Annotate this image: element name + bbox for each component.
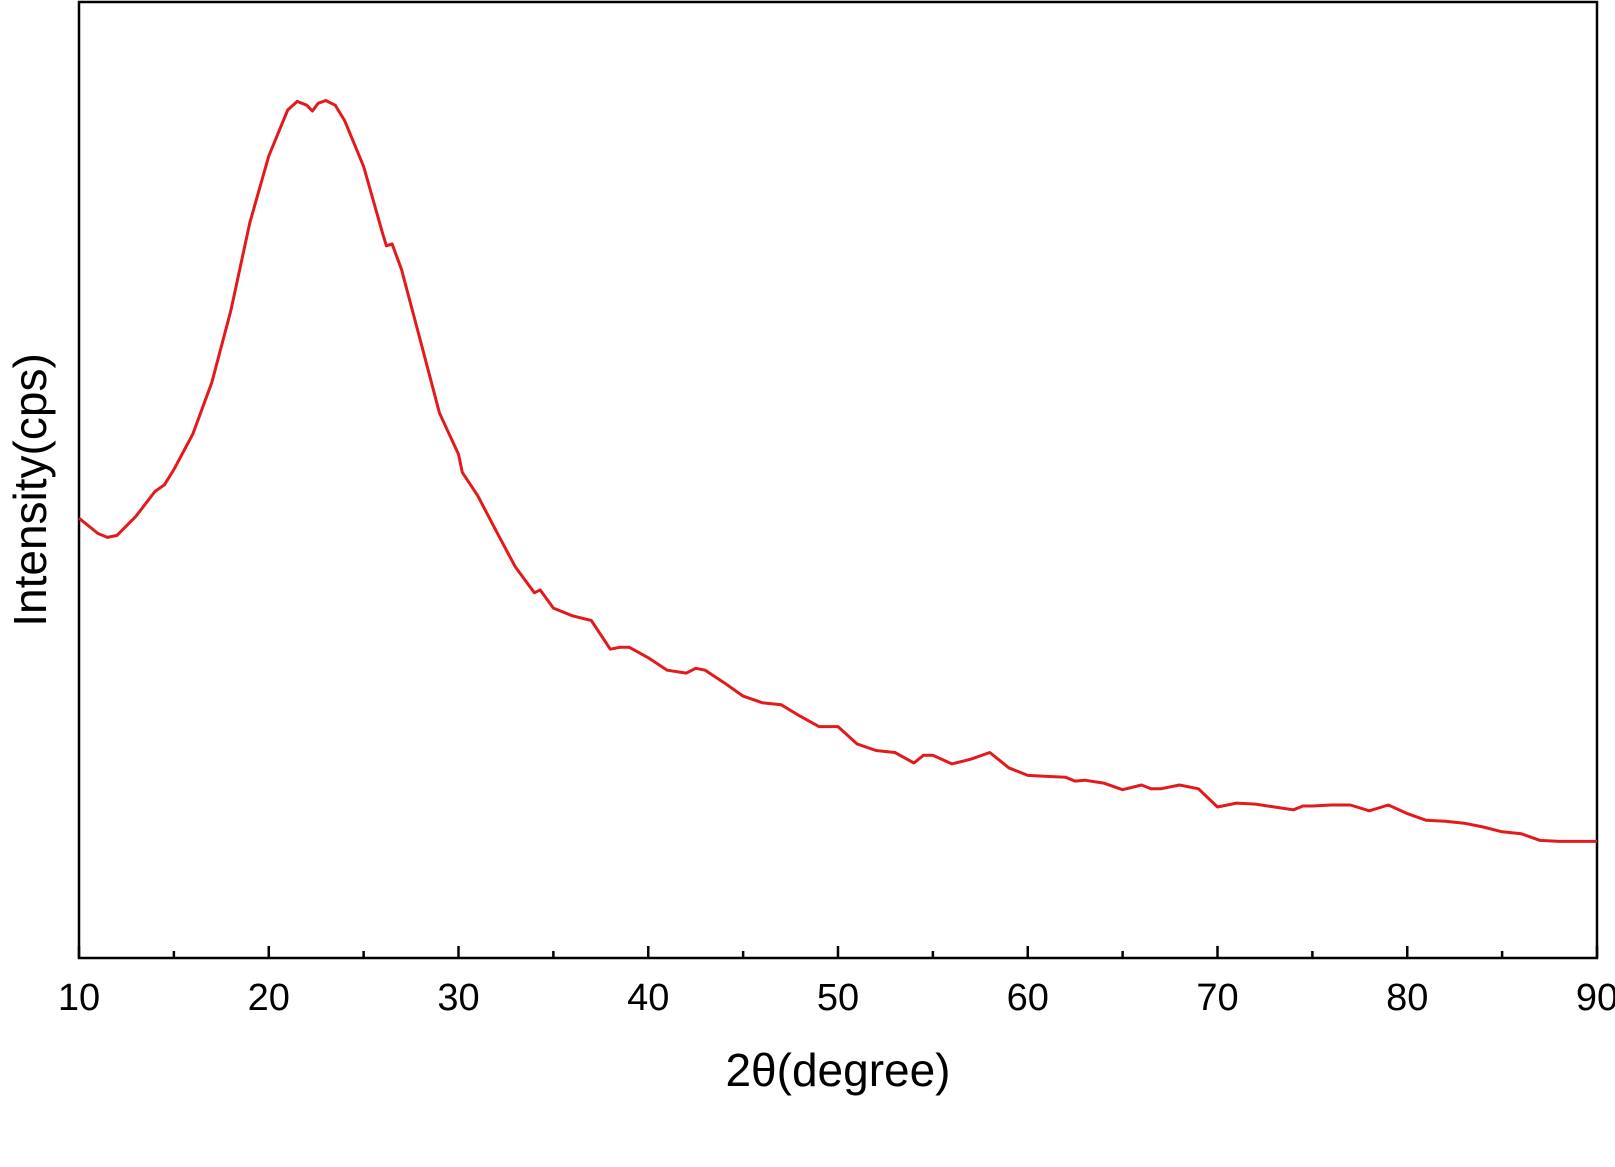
x-tick-label: 80 [1386,977,1428,1019]
x-tick-label: 20 [248,977,290,1019]
x-tick-label: 40 [627,977,669,1019]
x-tick-label: 60 [1007,977,1049,1019]
x-tick-label: 30 [437,977,479,1019]
data-line [78,99,1597,843]
x-tick-label: 10 [58,977,100,1019]
x-tick-label: 70 [1196,977,1238,1019]
x-axis-label: 2θ(degree) [725,1044,950,1096]
plot-frame [77,0,1599,960]
x-tick-label: 50 [817,977,859,1019]
x-tick-label: 90 [1576,977,1615,1019]
y-axis-label: Intensity(cps) [4,353,56,627]
